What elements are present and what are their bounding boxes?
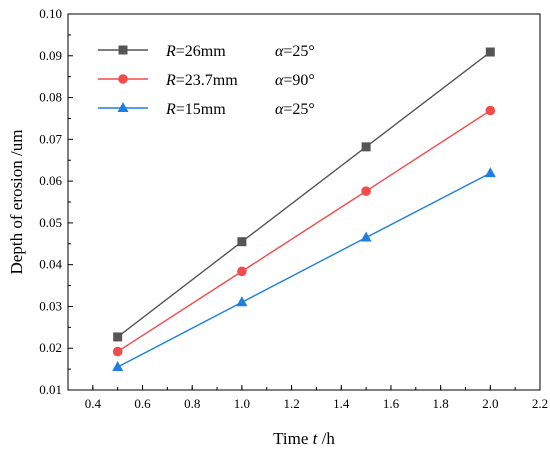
data-point <box>361 142 371 152</box>
x-tick-label: 1.8 <box>433 396 449 411</box>
x-tick-label: 1.0 <box>234 396 250 411</box>
series-line <box>117 51 491 338</box>
x-tick-label: 1.4 <box>333 396 350 411</box>
y-tick-label: 0.09 <box>39 48 62 63</box>
y-tick-label: 0.04 <box>39 257 62 272</box>
legend-entry: R=23.7mm α=90° <box>98 72 315 89</box>
y-tick-label: 0.01 <box>39 382 62 397</box>
y-tick-label: 0.06 <box>39 173 62 188</box>
x-axis-title: Time t /h <box>273 429 335 448</box>
series-layer <box>112 47 496 372</box>
data-point <box>112 361 124 372</box>
series-1 <box>113 47 495 342</box>
legend-marker <box>118 74 128 84</box>
series-line <box>117 172 491 368</box>
data-point <box>485 47 495 57</box>
legend-marker <box>117 102 129 112</box>
legend-label-r: R=26mm <box>165 43 226 60</box>
data-point <box>237 266 247 277</box>
legend-label-alpha: α=90° <box>275 72 315 89</box>
legend-marker <box>118 45 128 55</box>
x-tick-label: 1.6 <box>383 396 400 411</box>
x-tick-label: 2.2 <box>532 396 548 411</box>
x-tick-label: 2.0 <box>482 396 498 411</box>
legend: R=26mm α=25° R=23.7mm α=90° R=15mm α=25° <box>98 43 315 118</box>
legend-label-alpha: α=25° <box>275 43 315 60</box>
series-2 <box>112 105 496 357</box>
legend-entry: R=15mm α=25° <box>98 101 315 118</box>
legend-label-r: R=15mm <box>165 101 226 118</box>
data-point <box>112 346 123 357</box>
series-3 <box>112 167 496 372</box>
series-line <box>117 109 491 353</box>
y-tick-label: 0.10 <box>39 6 62 21</box>
plot-frame <box>67 13 541 391</box>
data-point <box>360 231 372 242</box>
data-point <box>484 167 496 178</box>
x-tick-label: 0.6 <box>134 396 151 411</box>
y-tick-label: 0.05 <box>39 215 62 230</box>
y-tick-label: 0.07 <box>39 131 62 146</box>
tick-labels: 0.4 0.6 0.8 1.0 1.2 1.4 1.6 1.8 2.0 2.2 0.01 0.02 0.… <box>39 6 548 411</box>
y-axis-title: Depth of erosion /um <box>7 130 26 275</box>
y-tick-label: 0.08 <box>39 90 62 105</box>
data-point <box>485 105 496 116</box>
x-tick-label: 1.2 <box>283 396 299 411</box>
y-tick-label: 0.03 <box>39 298 62 313</box>
x-tick-label: 0.8 <box>184 396 200 411</box>
data-point <box>237 237 247 247</box>
legend-label-alpha: α=25° <box>275 101 315 118</box>
data-point <box>361 186 371 196</box>
y-tick-label: 0.02 <box>39 340 62 355</box>
legend-entry: R=26mm α=25° <box>98 43 315 60</box>
ticks <box>67 13 541 391</box>
data-point <box>113 332 123 342</box>
legend-label-r: R=23.7mm <box>165 72 238 89</box>
data-point <box>236 296 248 307</box>
x-tick-label: 0.4 <box>85 396 102 411</box>
